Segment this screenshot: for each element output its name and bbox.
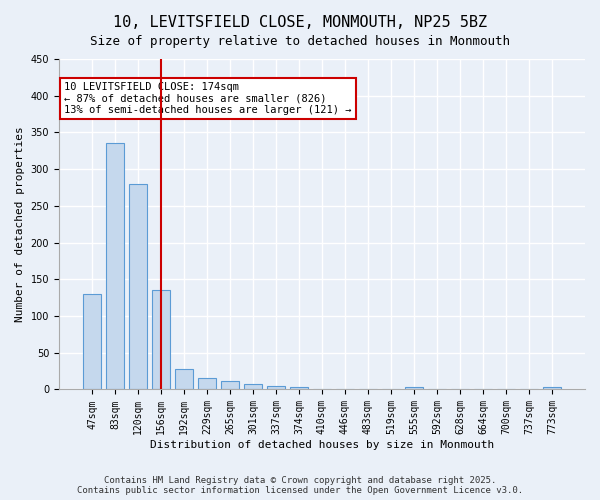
Text: 10, LEVITSFIELD CLOSE, MONMOUTH, NP25 5BZ: 10, LEVITSFIELD CLOSE, MONMOUTH, NP25 5B… [113, 15, 487, 30]
Bar [152, 290, 170, 390]
Bar [290, 388, 308, 390]
Bar [106, 144, 124, 390]
Bar [542, 388, 561, 390]
Bar [198, 378, 216, 390]
Text: Size of property relative to detached houses in Monmouth: Size of property relative to detached ho… [90, 35, 510, 48]
Bar [244, 384, 262, 390]
X-axis label: Distribution of detached houses by size in Monmouth: Distribution of detached houses by size … [150, 440, 494, 450]
Y-axis label: Number of detached properties: Number of detached properties [15, 126, 25, 322]
Text: Contains HM Land Registry data © Crown copyright and database right 2025.
Contai: Contains HM Land Registry data © Crown c… [77, 476, 523, 495]
Bar [405, 386, 423, 390]
Bar [83, 294, 101, 390]
Bar [129, 184, 147, 390]
Bar [267, 386, 285, 390]
Text: 10 LEVITSFIELD CLOSE: 174sqm
← 87% of detached houses are smaller (826)
13% of s: 10 LEVITSFIELD CLOSE: 174sqm ← 87% of de… [64, 82, 352, 116]
Bar [175, 369, 193, 390]
Bar [221, 382, 239, 390]
